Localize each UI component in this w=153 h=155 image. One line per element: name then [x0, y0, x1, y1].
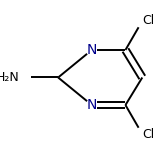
Text: N: N — [87, 98, 97, 112]
Text: Cl: Cl — [142, 128, 153, 141]
Text: Cl: Cl — [142, 14, 153, 27]
Text: N: N — [87, 43, 97, 57]
Text: H₂N: H₂N — [0, 71, 20, 84]
